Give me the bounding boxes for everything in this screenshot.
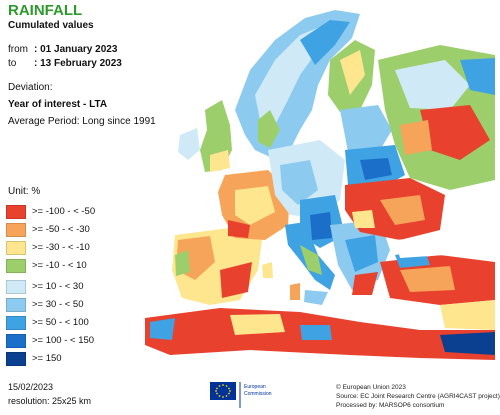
legend-item: >= 150 <box>6 351 62 366</box>
legend-swatch <box>6 351 26 366</box>
resolution: resolution: 25x25 km <box>8 396 92 406</box>
legend-swatch <box>6 258 26 273</box>
to-date: : 13 February 2023 <box>34 58 122 69</box>
legend-item: >= 10 - < 30 <box>6 279 84 294</box>
legend-swatch <box>6 204 26 219</box>
issue-date: 15/02/2023 <box>8 382 54 392</box>
legend-label: >= -50 - < -30 <box>32 224 90 235</box>
legend-item: >= 100 - < 150 <box>6 333 94 348</box>
legend-swatch <box>6 297 26 312</box>
processed-by: Processed by: MARSOP6 consortium <box>336 402 445 409</box>
legend-item: >= 50 - < 100 <box>6 315 89 330</box>
average-period: Average Period: Long since 1991 <box>8 116 156 127</box>
legend-swatch <box>6 222 26 237</box>
legend-label: >= 30 - < 50 <box>32 299 84 310</box>
map-title: RAINFALL <box>8 2 83 19</box>
year-of-interest: Year of interest - LTA <box>8 99 108 110</box>
source: Source: EC Joint Research Centre (AGRI4C… <box>336 393 500 400</box>
legend-label: >= -10 - < 10 <box>32 260 87 271</box>
european-commission-logo: European Commission <box>208 380 272 410</box>
deviation-label: Deviation: <box>8 82 53 93</box>
map-subtitle: Cumulated values <box>8 20 94 31</box>
from-date: : 01 January 2023 <box>34 44 118 55</box>
to-label: to <box>8 58 17 69</box>
legend-item: >= -10 - < 10 <box>6 258 87 273</box>
legend-label: >= 10 - < 30 <box>32 281 84 292</box>
legend-label: >= -30 - < -10 <box>32 242 90 253</box>
copyright: © European Union 2023 <box>336 384 406 391</box>
legend-label: >= 50 - < 100 <box>32 317 89 328</box>
logo-text-commission: Commission <box>244 391 272 397</box>
legend-swatch <box>6 240 26 255</box>
logo-text-european: European <box>244 384 266 390</box>
legend-item: >= -30 - < -10 <box>6 240 90 255</box>
legend-unit: Unit: % <box>8 186 41 197</box>
legend-label: >= 150 <box>32 353 62 364</box>
legend-item: >= -50 - < -30 <box>6 222 90 237</box>
baltics-region <box>340 105 392 152</box>
eu-flag-icon <box>210 382 241 408</box>
legend-item: >= 30 - < 50 <box>6 297 84 312</box>
legend-swatch <box>6 333 26 348</box>
from-label: from <box>8 44 28 55</box>
legend-label: >= -100 - < -50 <box>32 206 96 217</box>
legend-swatch <box>6 279 26 294</box>
legend-swatch <box>6 315 26 330</box>
ireland-region <box>178 128 200 160</box>
legend-label: >= 100 - < 150 <box>32 335 95 346</box>
legend-item: >= -100 - < -50 <box>6 204 95 219</box>
